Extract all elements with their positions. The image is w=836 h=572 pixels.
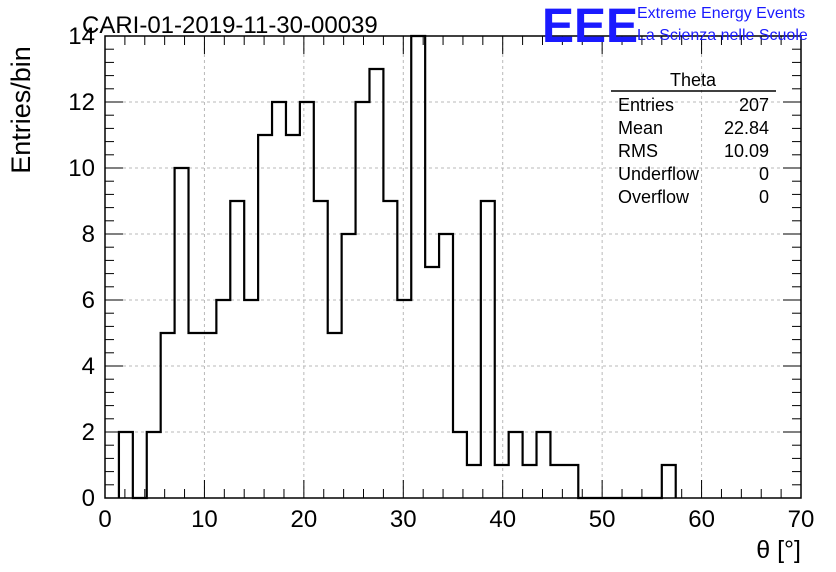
y-tick-label-0: 0 (82, 485, 95, 512)
hist-bin-18 (369, 69, 383, 498)
hist-bin-15 (328, 333, 342, 498)
y-axis-label: Entries/bin (6, 46, 36, 174)
y-tick-label-5: 10 (68, 155, 95, 182)
hist-bin-0 (119, 432, 133, 498)
y-tick-label-7: 14 (68, 23, 95, 50)
stats-title: Theta (670, 70, 717, 90)
hist-bin-2 (147, 432, 161, 498)
stats-value-overflow: 0 (759, 187, 769, 207)
hist-bin-21 (411, 36, 425, 498)
y-tick-label-6: 12 (68, 89, 95, 116)
hist-bin-24 (453, 432, 467, 498)
eee-logo-mark: EEE (542, 0, 638, 53)
hist-bin-28 (509, 432, 523, 498)
stats-value-mean: 22.84 (724, 118, 769, 138)
stats-label-overflow: Overflow (618, 187, 690, 207)
stats-value-rms: 10.09 (724, 141, 769, 161)
hist-bin-10 (258, 135, 272, 498)
eee-logo: EEE Extreme Energy Events La Scienza nel… (542, 0, 808, 53)
chart-title: CARI-01-2019-11-30-00039 (82, 12, 378, 39)
stats-label-mean: Mean (618, 118, 663, 138)
y-tick-label-3: 6 (82, 287, 95, 314)
hist-bin-9 (244, 300, 258, 498)
x-tick-label-7: 70 (788, 506, 815, 533)
hist-bin-3 (161, 333, 175, 498)
hist-bin-27 (495, 465, 509, 498)
x-tick-label-5: 50 (589, 506, 616, 533)
hist-bin-12 (286, 135, 300, 498)
x-tick-label-1: 10 (191, 506, 218, 533)
x-tick-label-4: 40 (489, 506, 516, 533)
hist-bin-8 (230, 201, 244, 498)
hist-bin-30 (537, 432, 551, 498)
hist-bin-26 (481, 201, 495, 498)
hist-bin-39 (662, 465, 676, 498)
stats-label-rms: RMS (618, 141, 658, 161)
hist-bin-29 (523, 465, 537, 498)
stats-value-underflow: 0 (759, 164, 769, 184)
stats-label-entries: Entries (618, 95, 674, 115)
x-axis-label: θ [°] (756, 536, 801, 564)
y-tick-label-2: 4 (82, 353, 95, 380)
histogram-outline (117, 34, 677, 500)
x-tick-label-3: 30 (390, 506, 417, 533)
hist-bin-20 (397, 300, 411, 498)
x-tick-label-6: 60 (688, 506, 715, 533)
hist-bin-5 (189, 333, 203, 498)
axis-ticks (104, 35, 802, 499)
x-tick-label-0: 0 (98, 506, 111, 533)
logo-line-1: Extreme Energy Events (637, 5, 805, 22)
hist-bin-4 (175, 168, 189, 498)
hist-bin-22 (425, 267, 439, 498)
stats-rows: Entries 207 Mean 22.84 RMS 10.09 Underflow 0 Ove… (618, 95, 769, 207)
x-tick-label-2: 20 (291, 506, 318, 533)
y-tick-label-1: 2 (82, 419, 95, 446)
hist-bin-7 (216, 300, 230, 498)
hist-bin-32 (564, 465, 578, 498)
y-tick-label-4: 8 (82, 221, 95, 248)
hist-bin-19 (383, 201, 397, 498)
stats-label-underflow: Underflow (618, 164, 700, 184)
hist-bin-14 (314, 201, 328, 498)
histogram (117, 34, 677, 500)
stats-box: Theta Entries 207 Mean 22.84 RMS 10.09 Underfl… (611, 70, 776, 207)
tick-labels: 0 10 20 30 40 50 60 70 0 2 4 6 8 10 12 14 (68, 23, 814, 533)
logo-line-2: La Scienza nelle Scuole (637, 27, 808, 44)
plot-frame (104, 35, 802, 499)
stats-value-entries: 207 (739, 95, 769, 115)
hist-bin-25 (467, 465, 481, 498)
